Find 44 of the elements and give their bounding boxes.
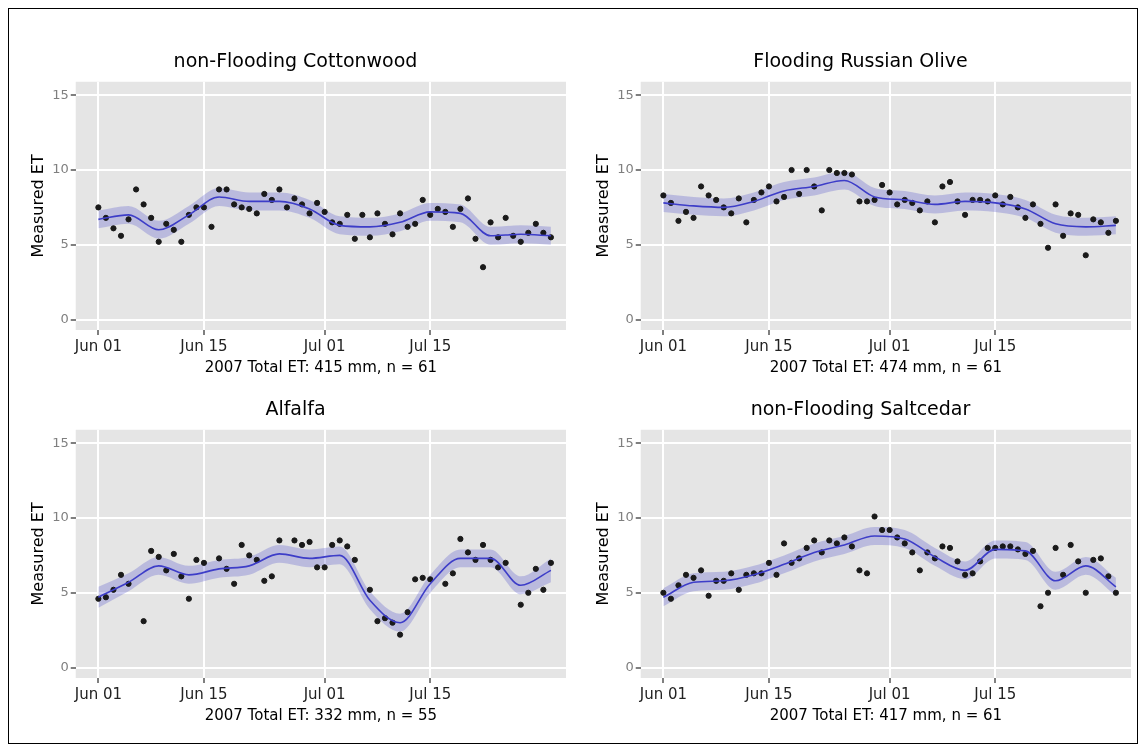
x-tick-label: Jul 01 xyxy=(302,336,346,355)
x-tick-label: Jun 01 xyxy=(638,684,688,703)
y-axis-title: Measured ET xyxy=(592,502,612,606)
x-axis-title: 2007 Total ET: 417 mm, n = 61 xyxy=(769,705,1003,724)
x-tick-label: Jul 15 xyxy=(973,684,1017,703)
x-tick-label: Jun 15 xyxy=(179,336,228,355)
x-tick-label: Jul 15 xyxy=(408,336,452,355)
chart-title: Alfalfa xyxy=(265,397,326,420)
x-tick-label: Jun 15 xyxy=(744,684,793,703)
y-tick-label: 15 xyxy=(617,86,634,102)
y-tick-label: 0 xyxy=(60,310,69,326)
y-axis-title: Measured ET xyxy=(27,502,47,606)
y-tick-label: 10 xyxy=(52,161,69,177)
chart-title: non-Flooding Cottonwood xyxy=(173,49,418,72)
y-tick-label: 0 xyxy=(625,658,634,674)
x-tick-label: Jul 15 xyxy=(973,336,1017,355)
y-tick-label: 5 xyxy=(625,236,634,252)
y-tick-label: 5 xyxy=(60,584,69,600)
x-tick-label: Jun 15 xyxy=(179,684,228,703)
y-tick-label: 5 xyxy=(60,236,69,252)
y-tick-label: 5 xyxy=(625,584,634,600)
x-tick-label: Jun 01 xyxy=(73,336,123,355)
y-tick-label: 15 xyxy=(52,86,69,102)
x-tick-label: Jun 15 xyxy=(744,336,793,355)
x-tick-label: Jun 01 xyxy=(73,684,123,703)
chart-title: non-Flooding Saltcedar xyxy=(750,397,971,420)
x-tick-label: Jul 01 xyxy=(302,684,346,703)
y-tick-label: 10 xyxy=(52,509,69,525)
x-tick-label: Jul 01 xyxy=(867,684,911,703)
x-axis-title: 2007 Total ET: 474 mm, n = 61 xyxy=(769,357,1003,376)
y-tick-label: 0 xyxy=(60,658,69,674)
y-tick-label: 15 xyxy=(52,434,69,450)
y-axis-title: Measured ET xyxy=(592,154,612,258)
chart-title: Flooding Russian Olive xyxy=(753,49,968,72)
y-tick-label: 10 xyxy=(617,509,634,525)
y-tick-label: 15 xyxy=(617,434,634,450)
x-axis-title: 2007 Total ET: 415 mm, n = 61 xyxy=(204,357,438,376)
x-axis-title: 2007 Total ET: 332 mm, n = 55 xyxy=(204,705,438,724)
x-tick-label: Jul 01 xyxy=(867,336,911,355)
x-tick-label: Jun 01 xyxy=(638,336,688,355)
y-axis-title: Measured ET xyxy=(27,154,47,258)
y-tick-label: 10 xyxy=(617,161,634,177)
x-tick-label: Jul 15 xyxy=(408,684,452,703)
y-tick-label: 0 xyxy=(625,310,634,326)
